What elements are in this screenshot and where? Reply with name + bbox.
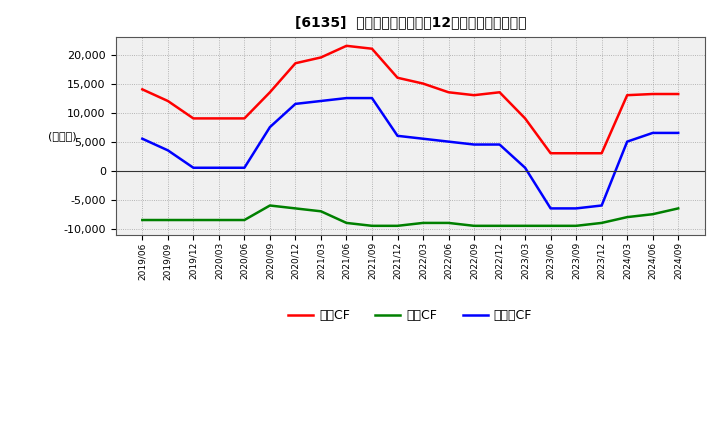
投資CF [598, 220, 606, 226]
フリーCF [469, 142, 478, 147]
営業CF [215, 116, 223, 121]
営業CF [674, 92, 683, 97]
フリーCF [240, 165, 248, 170]
Line: 投資CF: 投資CF [143, 205, 678, 226]
投資CF [572, 223, 580, 228]
フリーCF [215, 165, 223, 170]
フリーCF [649, 130, 657, 136]
投資CF [623, 214, 631, 220]
投資CF [266, 203, 274, 208]
フリーCF [342, 95, 351, 101]
営業CF [266, 90, 274, 95]
投資CF [291, 206, 300, 211]
フリーCF [495, 142, 504, 147]
営業CF [317, 55, 325, 60]
投資CF [138, 217, 147, 223]
営業CF [495, 90, 504, 95]
フリーCF [266, 125, 274, 130]
投資CF [317, 209, 325, 214]
Line: フリーCF: フリーCF [143, 98, 678, 209]
投資CF [521, 223, 529, 228]
投資CF [495, 223, 504, 228]
投資CF [419, 220, 428, 226]
投資CF [393, 223, 402, 228]
営業CF [469, 92, 478, 98]
営業CF [393, 75, 402, 81]
営業CF [240, 116, 248, 121]
フリーCF [674, 130, 683, 136]
フリーCF [598, 203, 606, 208]
営業CF [623, 92, 631, 98]
営業CF [138, 87, 147, 92]
営業CF [546, 150, 555, 156]
Line: 営業CF: 営業CF [143, 46, 678, 153]
投資CF [342, 220, 351, 226]
営業CF [649, 92, 657, 97]
営業CF [342, 43, 351, 48]
フリーCF [138, 136, 147, 141]
営業CF [189, 116, 198, 121]
投資CF [240, 217, 248, 223]
投資CF [649, 212, 657, 217]
投資CF [215, 217, 223, 223]
フリーCF [572, 206, 580, 211]
投資CF [163, 217, 172, 223]
営業CF [163, 99, 172, 104]
フリーCF [317, 99, 325, 104]
Legend: 営業CF, 投資CF, フリーCF: 営業CF, 投資CF, フリーCF [284, 304, 537, 327]
営業CF [572, 150, 580, 156]
投資CF [469, 223, 478, 228]
フリーCF [291, 101, 300, 106]
営業CF [598, 150, 606, 156]
フリーCF [546, 206, 555, 211]
営業CF [444, 90, 453, 95]
Y-axis label: (百万円): (百万円) [48, 131, 77, 141]
投資CF [546, 223, 555, 228]
投資CF [674, 206, 683, 211]
フリーCF [444, 139, 453, 144]
営業CF [291, 61, 300, 66]
投資CF [444, 220, 453, 226]
営業CF [419, 81, 428, 86]
フリーCF [189, 165, 198, 170]
フリーCF [521, 165, 529, 170]
フリーCF [393, 133, 402, 139]
フリーCF [623, 139, 631, 144]
投資CF [189, 217, 198, 223]
Title: [6135]  キャッシュフローの12か月移動合計の推移: [6135] キャッシュフローの12か月移動合計の推移 [294, 15, 526, 29]
投資CF [368, 223, 377, 228]
営業CF [521, 116, 529, 121]
フリーCF [368, 95, 377, 101]
フリーCF [163, 148, 172, 153]
フリーCF [419, 136, 428, 141]
営業CF [368, 46, 377, 51]
